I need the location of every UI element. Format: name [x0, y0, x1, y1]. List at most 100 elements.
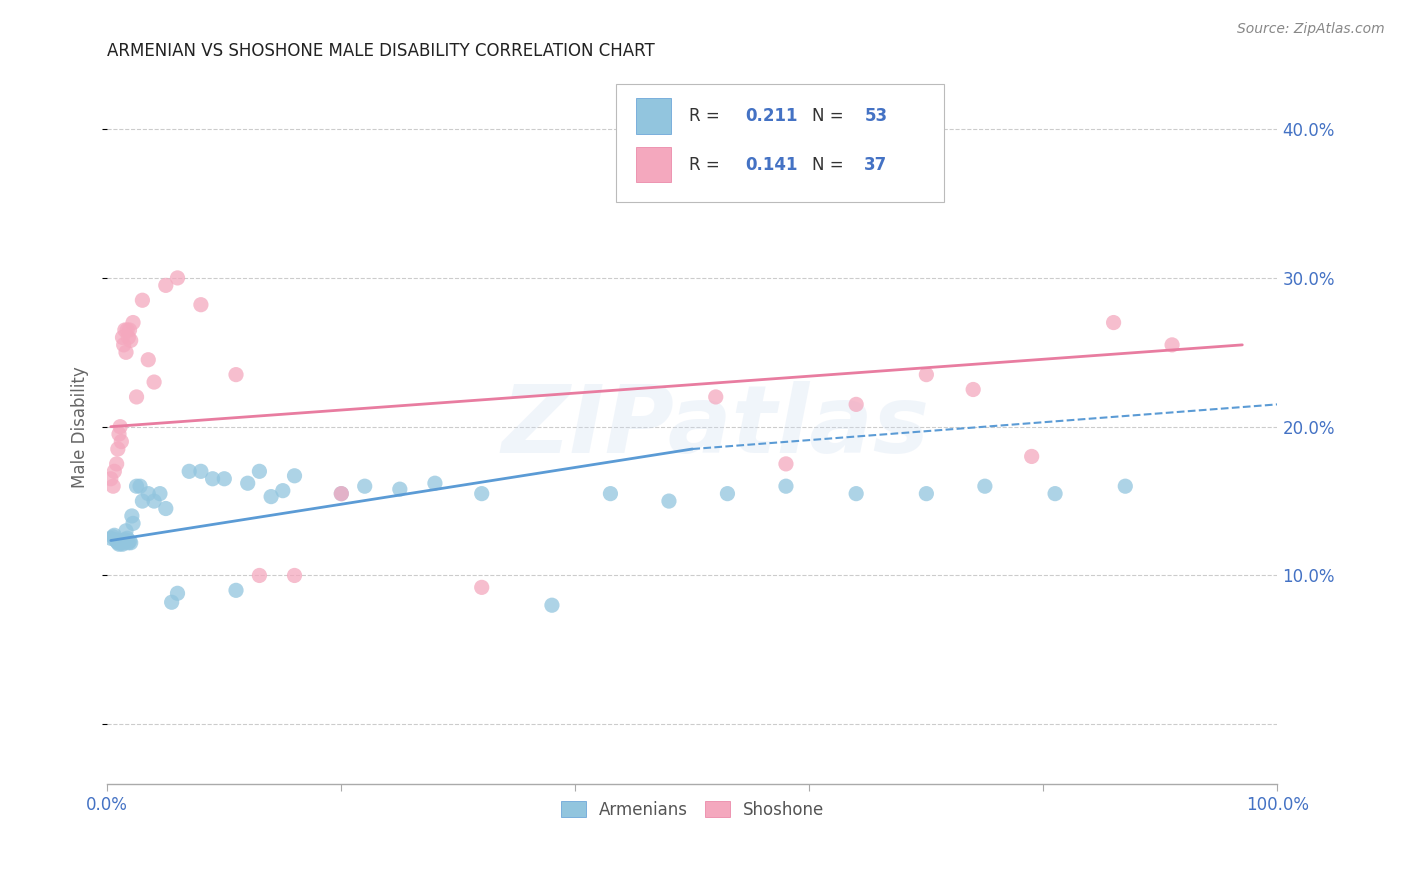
Point — [131, 494, 153, 508]
Point — [915, 368, 938, 382]
Text: ZIPatlas: ZIPatlas — [502, 381, 929, 473]
Point — [111, 330, 134, 344]
Point — [160, 595, 183, 609]
Point — [1102, 316, 1125, 330]
Point — [845, 397, 868, 411]
Point — [105, 457, 128, 471]
Point — [166, 586, 188, 600]
Y-axis label: Male Disability: Male Disability — [72, 366, 89, 488]
Point — [471, 580, 494, 594]
Point — [1043, 486, 1066, 500]
Point — [104, 533, 127, 547]
Point — [1114, 479, 1136, 493]
Point — [249, 464, 271, 478]
Point — [107, 442, 129, 456]
Point — [111, 537, 134, 551]
Point — [129, 479, 152, 493]
Point — [136, 352, 159, 367]
Point — [1021, 450, 1043, 464]
Point — [283, 468, 305, 483]
Point — [330, 486, 353, 500]
Point — [120, 334, 142, 348]
Text: 0.141: 0.141 — [745, 155, 797, 174]
Point — [100, 531, 122, 545]
FancyBboxPatch shape — [636, 98, 671, 134]
Point — [112, 535, 135, 549]
Point — [118, 323, 141, 337]
Point — [962, 383, 984, 397]
Point — [190, 298, 212, 312]
Point — [110, 534, 132, 549]
Point — [225, 583, 247, 598]
Point — [236, 476, 259, 491]
Point — [283, 568, 305, 582]
Point — [117, 535, 139, 549]
Point — [704, 390, 727, 404]
Point — [260, 490, 283, 504]
Point — [114, 323, 136, 337]
Point — [117, 330, 139, 344]
Point — [143, 375, 166, 389]
Point — [101, 530, 124, 544]
Text: N =: N = — [811, 155, 849, 174]
Point — [541, 598, 564, 612]
Point — [330, 486, 353, 500]
Point — [121, 508, 143, 523]
Point — [271, 483, 294, 498]
Text: 53: 53 — [865, 107, 887, 125]
Point — [599, 486, 621, 500]
Point — [845, 486, 868, 500]
Point — [115, 531, 138, 545]
Point — [115, 323, 138, 337]
Point — [108, 535, 131, 549]
Point — [190, 464, 212, 478]
Legend: Armenians, Shoshone: Armenians, Shoshone — [554, 794, 831, 825]
Point — [716, 486, 738, 500]
Point — [471, 486, 494, 500]
Point — [112, 338, 135, 352]
Point — [149, 486, 172, 500]
Point — [122, 316, 145, 330]
Point — [100, 472, 122, 486]
Point — [658, 494, 681, 508]
Point — [125, 390, 148, 404]
Point — [915, 486, 938, 500]
Point — [103, 464, 125, 478]
Point — [388, 482, 411, 496]
Point — [118, 534, 141, 549]
Point — [353, 479, 375, 493]
Point — [114, 533, 136, 547]
Point — [1161, 338, 1184, 352]
Point — [166, 271, 188, 285]
Point — [107, 535, 129, 549]
Point — [115, 345, 138, 359]
Point — [201, 472, 224, 486]
Point — [423, 476, 446, 491]
Point — [155, 278, 177, 293]
Point — [103, 528, 125, 542]
Text: Source: ZipAtlas.com: Source: ZipAtlas.com — [1237, 22, 1385, 37]
Point — [122, 516, 145, 531]
Text: R =: R = — [689, 107, 725, 125]
Point — [110, 434, 132, 449]
FancyBboxPatch shape — [636, 147, 671, 183]
FancyBboxPatch shape — [616, 84, 943, 202]
Point — [155, 501, 177, 516]
Point — [120, 535, 142, 549]
Point — [108, 427, 131, 442]
Point — [108, 419, 131, 434]
Point — [125, 479, 148, 493]
Point — [179, 464, 201, 478]
Text: 0.211: 0.211 — [745, 107, 797, 125]
Point — [225, 368, 247, 382]
Point — [105, 534, 128, 549]
Point — [775, 457, 797, 471]
Text: 37: 37 — [865, 155, 887, 174]
Point — [108, 537, 131, 551]
Point — [136, 486, 159, 500]
Point — [115, 524, 138, 538]
Point — [249, 568, 271, 582]
Text: R =: R = — [689, 155, 725, 174]
Point — [131, 293, 153, 308]
Point — [101, 479, 124, 493]
